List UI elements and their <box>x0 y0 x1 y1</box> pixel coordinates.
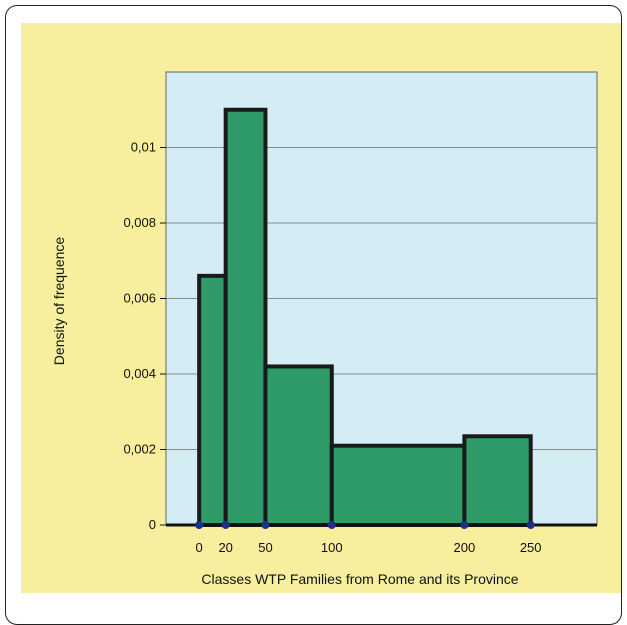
x-tick-labels: 0 20 50 100 200 250 <box>196 540 542 555</box>
y-tick-labels: 0 0,002 0,004 0,006 0,008 0,01 <box>123 140 166 532</box>
y-tick-label-1: 0,002 <box>123 442 156 457</box>
bar-20-50 <box>223 107 268 527</box>
y-tick-label-4: 0,008 <box>123 215 156 230</box>
x-tick-label-250: 250 <box>520 540 542 555</box>
y-tick-label-0: 0 <box>149 517 156 532</box>
histogram-chart: 0 0,002 0,004 0,006 0,008 0,01 0 20 50 100 200 250… <box>21 23 621 593</box>
bin-edge-marker-250 <box>526 521 535 529</box>
bar-200-250 <box>462 434 533 528</box>
y-tick-label-3: 0,006 <box>123 291 156 306</box>
x-tick-label-50: 50 <box>258 540 272 555</box>
bin-edge-marker-100 <box>327 521 336 529</box>
bar-0-20 <box>197 273 228 527</box>
bin-edge-marker-0 <box>195 521 204 529</box>
bin-edge-marker-50 <box>261 521 270 529</box>
y-tick-label-2: 0,004 <box>123 366 156 381</box>
bin-edge-markers <box>195 521 535 529</box>
x-tick-label-100: 100 <box>321 540 343 555</box>
y-tick-label-5: 0,01 <box>131 140 156 155</box>
x-axis-title: Classes WTP Families from Rome and its P… <box>201 571 518 587</box>
bar-100-200 <box>329 443 467 528</box>
x-tick-label-0: 0 <box>196 540 203 555</box>
x-tick-label-20: 20 <box>218 540 232 555</box>
x-tick-label-200: 200 <box>454 540 476 555</box>
y-axis-title: Density of frequence <box>51 237 67 366</box>
bars <box>197 107 533 528</box>
bar-50-100 <box>263 364 334 528</box>
bin-edge-marker-200 <box>460 521 469 529</box>
bin-edge-marker-20 <box>221 521 230 529</box>
